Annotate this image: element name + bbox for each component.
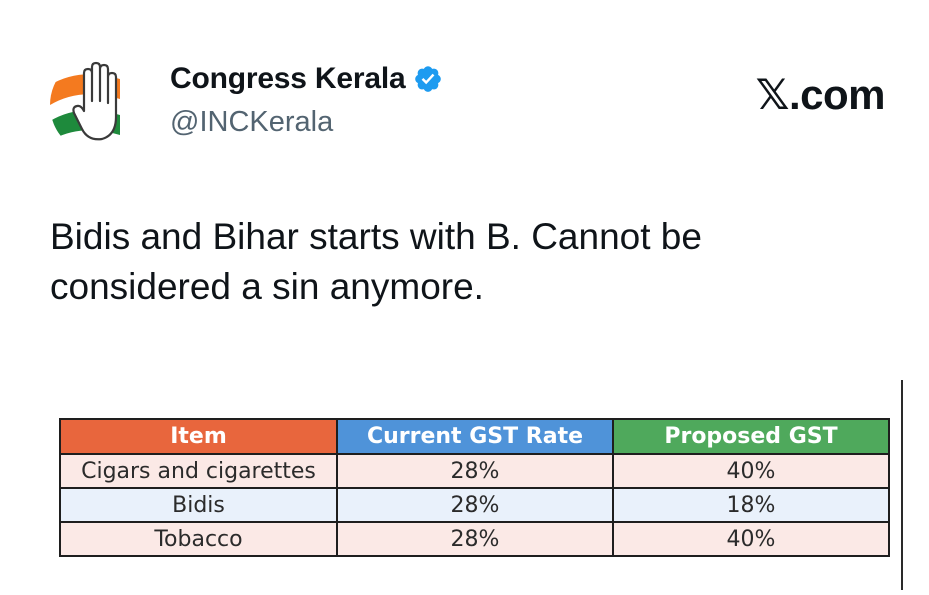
table-row: Cigars and cigarettes 28% 40%: [59, 453, 890, 489]
table-row: Bidis 28% 18%: [59, 487, 890, 523]
display-name[interactable]: Congress Kerala: [170, 62, 443, 96]
gst-rate-table: Item Current GST Rate Proposed GST Cigar…: [59, 418, 890, 557]
cell-current-rate: 28%: [336, 487, 614, 523]
table-row: Tobacco 28% 40%: [59, 521, 890, 557]
post-text-line: Bidis and Bihar starts with B. Cannot be: [50, 216, 702, 257]
post-text: Bidis and Bihar starts with B. Cannot be…: [50, 212, 870, 312]
congress-hand-logo-icon: [50, 55, 150, 155]
verified-badge-icon: [413, 64, 443, 94]
post-text-line: considered a sin anymore.: [50, 266, 484, 307]
header-proposed-gst: Proposed GST: [612, 418, 890, 455]
display-name-text: Congress Kerala: [170, 62, 406, 95]
header-item: Item: [59, 418, 338, 455]
cell-item: Bidis: [59, 487, 338, 523]
header-current-gst-rate: Current GST Rate: [336, 418, 614, 455]
cell-current-rate: 28%: [336, 521, 614, 557]
user-handle[interactable]: @INCKerala: [170, 106, 334, 138]
divider-line: [901, 380, 903, 590]
cell-proposed-rate: 40%: [612, 521, 890, 557]
cell-item: Tobacco: [59, 521, 338, 557]
cell-proposed-rate: 18%: [612, 487, 890, 523]
cell-current-rate: 28%: [336, 453, 614, 489]
cell-proposed-rate: 40%: [612, 453, 890, 489]
avatar[interactable]: [50, 55, 150, 155]
cell-item: Cigars and cigarettes: [59, 453, 338, 489]
table-header-row: Item Current GST Rate Proposed GST: [59, 418, 890, 455]
site-brand: 𝕏.com: [755, 71, 886, 118]
